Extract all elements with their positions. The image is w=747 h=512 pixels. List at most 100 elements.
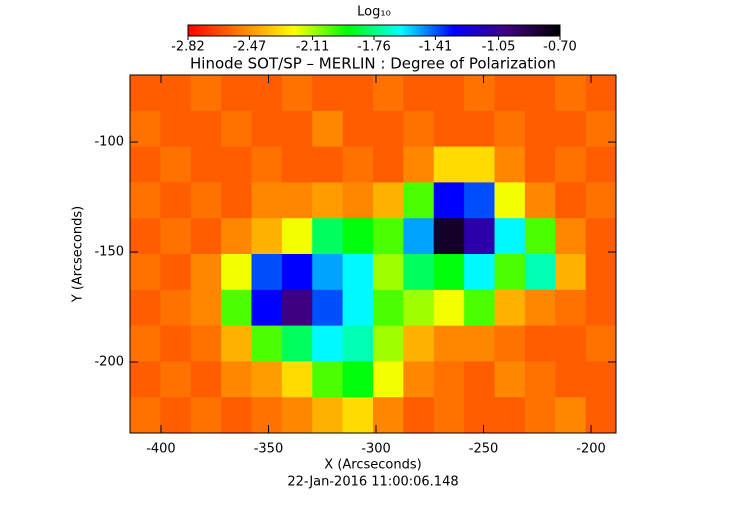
heatmap-cell [342, 110, 374, 148]
heatmap-cell [251, 182, 283, 219]
heatmap-cell [221, 325, 252, 362]
heatmap-cell [524, 75, 556, 112]
heatmap-cell [585, 254, 617, 291]
heatmap-cell [433, 361, 465, 398]
heatmap-cell [130, 110, 161, 148]
heatmap-cell [494, 182, 526, 219]
heatmap-cell [312, 361, 344, 398]
heatmap-cell [433, 110, 465, 148]
heatmap-cell [130, 146, 161, 183]
heatmap-cell [221, 110, 252, 148]
heatmap-cell [281, 218, 313, 255]
heatmap-cell [373, 110, 404, 148]
colorbar-label: Log₁₀ [357, 5, 391, 20]
heatmap-cell [312, 75, 344, 112]
heatmap-cell [433, 218, 465, 255]
heatmap-cell [130, 397, 161, 434]
heatmap-cell [403, 146, 435, 183]
heatmap-cell [585, 289, 617, 327]
footer: 22-Jan-2016 11:00:06.148 [287, 475, 458, 490]
heatmap-cell [190, 75, 222, 112]
heatmap-cell [251, 75, 283, 112]
heatmap-cell [555, 254, 587, 291]
heatmap-cell [251, 218, 283, 255]
heatmap-cell [221, 254, 252, 291]
heatmap-cell [524, 361, 556, 398]
heatmap-cell [342, 254, 374, 291]
heatmap-cell [251, 325, 283, 362]
heatmap-cell [433, 289, 465, 327]
x-tick-label: -300 [361, 442, 391, 457]
heatmap-cell [160, 325, 192, 362]
heatmap-cell [494, 289, 526, 327]
heatmap-cell [373, 361, 404, 398]
heatmap-cell [585, 75, 617, 112]
heatmap-cell [373, 75, 404, 112]
heatmap [130, 75, 617, 434]
colorbar-tick-label: -1.05 [482, 40, 516, 55]
heatmap-cell [190, 289, 222, 327]
heatmap-cell [160, 75, 192, 112]
heatmap-cell [524, 182, 556, 219]
heatmap-cell [160, 361, 192, 398]
heatmap-cell [190, 361, 222, 398]
heatmap-cell [312, 218, 344, 255]
heatmap-cell [555, 110, 587, 148]
heatmap-cell [160, 289, 192, 327]
heatmap-cell [281, 325, 313, 362]
heatmap-cell [160, 146, 192, 183]
heatmap-cell [585, 361, 617, 398]
heatmap-cell [221, 218, 252, 255]
heatmap-cell [221, 361, 252, 398]
heatmap-cell [373, 218, 404, 255]
y-axis-label: Y (Arcseconds) [71, 206, 86, 303]
heatmap-cell [524, 325, 556, 362]
heatmap-cell [494, 218, 526, 255]
heatmap-cell [281, 397, 313, 434]
heatmap-cell [464, 397, 495, 434]
heatmap-cell [433, 397, 465, 434]
heatmap-cell [342, 146, 374, 183]
heatmap-cell [433, 254, 465, 291]
heatmap-cell [464, 110, 495, 148]
heatmap-cell [281, 75, 313, 112]
heatmap-cell [524, 146, 556, 183]
heatmap-cell [464, 182, 495, 219]
heatmap-cell [555, 182, 587, 219]
heatmap-cell [464, 218, 495, 255]
heatmap-cell [403, 361, 435, 398]
heatmap-cell [130, 289, 161, 327]
heatmap-cell [373, 146, 404, 183]
colorbar-tick-label: -2.11 [296, 40, 330, 55]
heatmap-cell [251, 361, 283, 398]
heatmap-cell [160, 397, 192, 434]
heatmap-cell [281, 254, 313, 291]
heatmap-cell [221, 289, 252, 327]
heatmap-cell [312, 289, 344, 327]
heatmap-cell [342, 397, 374, 434]
heatmap-cell [373, 182, 404, 219]
heatmap-cell [221, 182, 252, 219]
heatmap-cell [555, 325, 587, 362]
heatmap-cell [281, 361, 313, 398]
heatmap-cell [494, 397, 526, 434]
chart-title: Hinode SOT/SP – MERLIN : Degree of Polar… [190, 55, 556, 73]
heatmap-cell [373, 289, 404, 327]
heatmap-cell [494, 110, 526, 148]
heatmap-cell [130, 325, 161, 362]
heatmap-cell [251, 254, 283, 291]
y-tick-label: -150 [94, 245, 124, 260]
heatmap-cell [281, 289, 313, 327]
heatmap-cell [281, 182, 313, 219]
heatmap-cell [585, 218, 617, 255]
heatmap-cell [160, 254, 192, 291]
heatmap-cell [464, 361, 495, 398]
heatmap-cell [403, 289, 435, 327]
heatmap-cell [251, 289, 283, 327]
y-tick-label: -100 [94, 135, 124, 150]
heatmap-cell [464, 146, 495, 183]
heatmap-cell [464, 325, 495, 362]
heatmap-cell [555, 289, 587, 327]
heatmap-cell [160, 110, 192, 148]
heatmap-cell [251, 397, 283, 434]
